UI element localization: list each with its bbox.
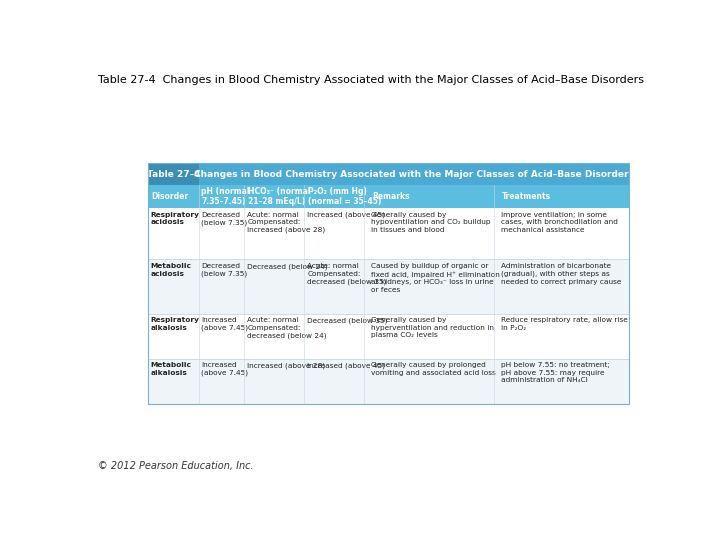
Text: Table 27–4: Table 27–4: [147, 170, 200, 179]
Text: Caused by buildup of organic or
fixed acid, impaired H⁺ elimination
at kidneys, : Caused by buildup of organic or fixed ac…: [371, 263, 500, 293]
Text: Increased (above 28): Increased (above 28): [247, 362, 325, 369]
Text: Decreased (below 35): Decreased (below 35): [307, 318, 388, 324]
Text: Increased
(above 7.45): Increased (above 7.45): [201, 318, 248, 332]
Text: Administration of bicarbonate
(gradual), with other steps as
needed to correct p: Administration of bicarbonate (gradual),…: [501, 263, 621, 285]
Text: Increased (above 45): Increased (above 45): [307, 212, 385, 218]
Text: © 2012 Pearson Education, Inc.: © 2012 Pearson Education, Inc.: [99, 462, 254, 471]
Text: pH below 7.55: no treatment;
pH above 7.55: may require
administration of NH₄Cl: pH below 7.55: no treatment; pH above 7.…: [501, 362, 610, 383]
Text: Changes in Blood Chemistry Associated with the Major Classes of Acid–Base Disord: Changes in Blood Chemistry Associated wi…: [194, 170, 634, 179]
Text: (normal = 35–45): (normal = 35–45): [308, 197, 382, 206]
Text: Increased
(above 7.45): Increased (above 7.45): [201, 362, 248, 376]
Text: Respiratory
alkalosis: Respiratory alkalosis: [150, 318, 199, 331]
Text: Table 27-4  Changes in Blood Chemistry Associated with the Major Classes of Acid: Table 27-4 Changes in Blood Chemistry As…: [99, 75, 644, 85]
Text: Treatments: Treatments: [502, 192, 552, 201]
Text: Decreased (below 24): Decreased (below 24): [247, 263, 328, 269]
Bar: [148, 164, 199, 185]
Text: Reduce respiratory rate, allow rise
in P₂O₂: Reduce respiratory rate, allow rise in P…: [501, 318, 628, 331]
Bar: [148, 164, 629, 185]
Text: Generally caused by
hypoventilation and CO₂ buildup
in tissues and blood: Generally caused by hypoventilation and …: [371, 212, 490, 233]
Text: Generally caused by prolonged
vomiting and associated acid loss: Generally caused by prolonged vomiting a…: [371, 362, 495, 375]
Text: Disorder: Disorder: [151, 192, 188, 201]
Text: Improve ventilation; in some
cases, with bronchodilation and
mechanical assistan: Improve ventilation; in some cases, with…: [501, 212, 618, 233]
Text: Metabolic
alkalosis: Metabolic alkalosis: [150, 362, 192, 375]
Text: HCO₃⁻ (normal: HCO₃⁻ (normal: [248, 187, 310, 196]
Text: 7.35–7.45): 7.35–7.45): [202, 197, 246, 206]
Text: Generally caused by
hyperventilation and reduction in
plasma CO₂ levels: Generally caused by hyperventilation and…: [371, 318, 494, 339]
Text: Acute: normal
Compensated:
increased (above 28): Acute: normal Compensated: increased (ab…: [247, 212, 325, 233]
Text: Decreased
(below 7.35): Decreased (below 7.35): [201, 263, 247, 277]
Bar: [148, 185, 629, 208]
Text: Increased (above 45): Increased (above 45): [307, 362, 385, 369]
Text: pH (normal: pH (normal: [202, 187, 250, 196]
Text: Metabolic
acidosis: Metabolic acidosis: [150, 263, 192, 276]
Text: Decreased
(below 7.35): Decreased (below 7.35): [201, 212, 247, 226]
Text: Acute: normal
Compensated:
decreased (below 35): Acute: normal Compensated: decreased (be…: [307, 263, 387, 285]
Text: Acute: normal
Compensated:
decreased (below 24): Acute: normal Compensated: decreased (be…: [247, 318, 327, 339]
Text: P₂O₂ (mm Hg): P₂O₂ (mm Hg): [308, 187, 367, 196]
Text: Respiratory
acidosis: Respiratory acidosis: [150, 212, 199, 225]
Text: Remarks: Remarks: [372, 192, 410, 201]
Text: 21–28 mEq/L): 21–28 mEq/L): [248, 197, 305, 206]
